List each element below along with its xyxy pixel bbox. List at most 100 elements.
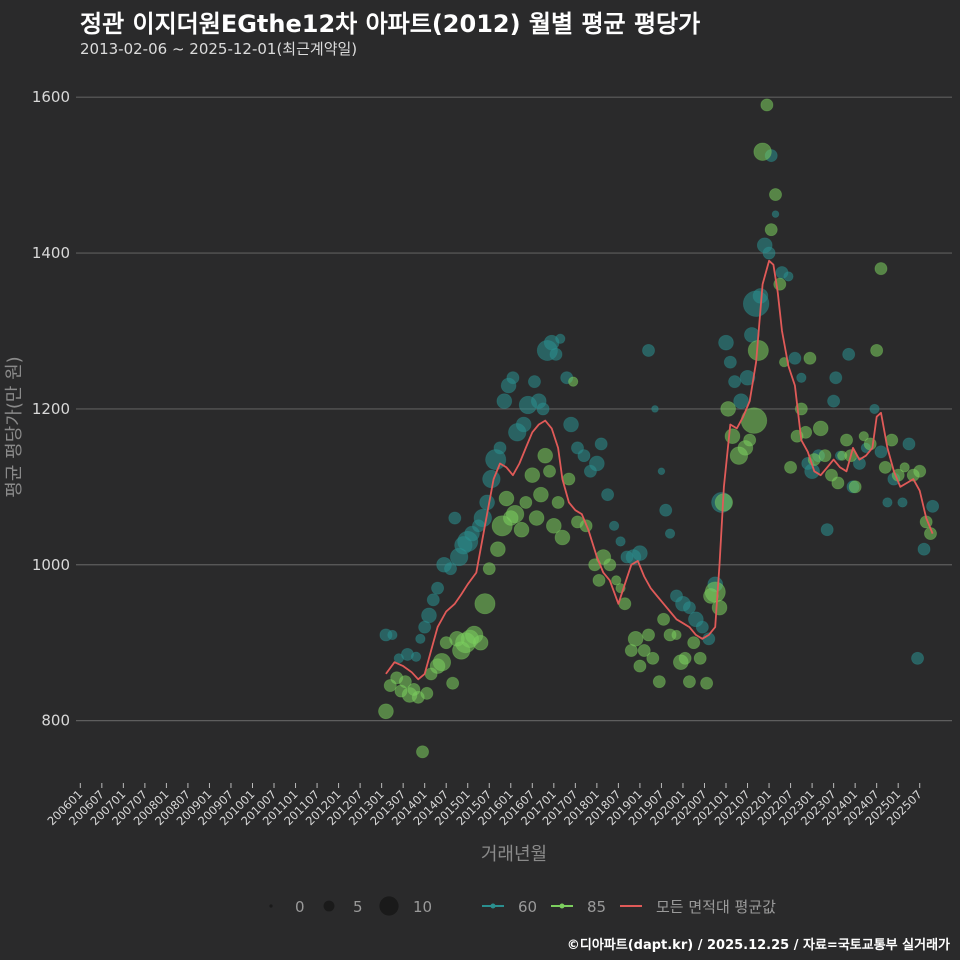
point-60 [917,542,931,556]
point-60 [527,375,541,389]
point-85 [687,636,701,650]
data-points [378,98,940,759]
point-60 [410,651,422,662]
point-85 [637,644,651,657]
point-85 [432,653,452,672]
point-85 [627,631,644,647]
point-85 [720,401,736,417]
point-60 [482,469,501,489]
point-60 [479,494,495,511]
point-60 [448,511,462,525]
point-85 [840,433,853,447]
point-60 [615,536,626,547]
legend-series-label: 모든 면적대 평균값 [656,898,776,916]
point-85 [870,344,884,357]
point-60 [549,347,563,361]
point-60 [642,344,655,357]
point-60 [387,629,398,641]
y-tick-label: 1000 [32,556,70,574]
point-60 [651,405,659,413]
point-85 [554,529,571,546]
point-85 [858,431,869,442]
point-60 [426,593,440,607]
point-60 [874,445,888,459]
point-60 [431,581,445,595]
point-60 [473,508,492,528]
average-line [385,259,934,681]
point-85 [642,628,655,642]
point-60 [589,455,605,472]
point-60 [897,497,908,508]
point-85 [551,495,565,509]
point-60 [882,497,893,508]
point-60 [506,371,520,385]
point-60 [723,355,737,369]
point-60 [695,620,709,634]
point-85 [611,575,622,586]
point-60 [728,375,742,389]
legend-key-dot [490,903,496,909]
legend-size-10 [379,896,399,916]
x-axis-ticks: 2006012006072007012007072008012008072009… [44,783,925,828]
point-85 [528,510,545,526]
point-60 [496,393,513,409]
point-60 [682,601,696,615]
point-85 [874,262,888,276]
legend: 0 5 10 60 85 모든 면적대 평균값 [269,896,776,916]
point-60 [911,651,925,665]
point-60 [827,394,841,408]
point-60 [601,488,615,502]
point-85 [592,573,606,587]
chart-title: 정관 이지더원EGthe12차 아파트(2012) 월별 평균 평당가 [80,10,701,38]
point-60 [852,457,866,470]
point-85 [693,651,707,665]
point-85 [568,376,579,387]
point-60 [783,271,794,282]
point-85 [505,504,525,524]
point-60 [902,437,916,451]
point-60 [444,562,457,576]
point-85 [784,460,798,474]
point-60 [515,416,532,433]
point-85 [678,651,692,665]
point-85 [711,599,728,616]
point-85 [537,447,554,464]
point-85 [863,437,877,451]
point-85 [562,472,576,486]
point-85 [646,651,660,665]
point-60 [788,351,802,365]
point-85 [633,659,647,673]
point-85 [498,490,515,507]
legend-size-0 [269,904,273,908]
point-60 [926,499,940,513]
point-60 [796,372,807,383]
point-85 [878,460,892,474]
point-85 [603,558,617,572]
point-60 [415,633,426,644]
point-60 [563,416,579,433]
legend-series-label: 85 [587,898,606,916]
point-85 [416,745,429,759]
point-85 [899,462,910,473]
point-85 [682,675,696,689]
legend-size-5 [323,900,335,912]
point-85 [803,351,817,365]
legend-size-label: 10 [413,898,432,916]
point-60 [771,210,780,218]
point-85 [760,98,774,112]
point-85 [513,521,530,538]
point-85 [474,593,496,615]
point-60 [842,347,856,361]
point-85 [657,612,671,626]
point-60 [762,246,776,260]
point-60 [869,403,880,415]
point-60 [493,441,507,455]
point-85 [812,420,829,437]
point-85 [831,476,845,490]
point-85 [472,634,489,651]
point-85 [671,629,682,641]
point-85 [743,433,757,447]
point-60 [659,503,673,517]
x-axis-title: 거래년월 [481,844,547,865]
point-60 [421,607,437,624]
